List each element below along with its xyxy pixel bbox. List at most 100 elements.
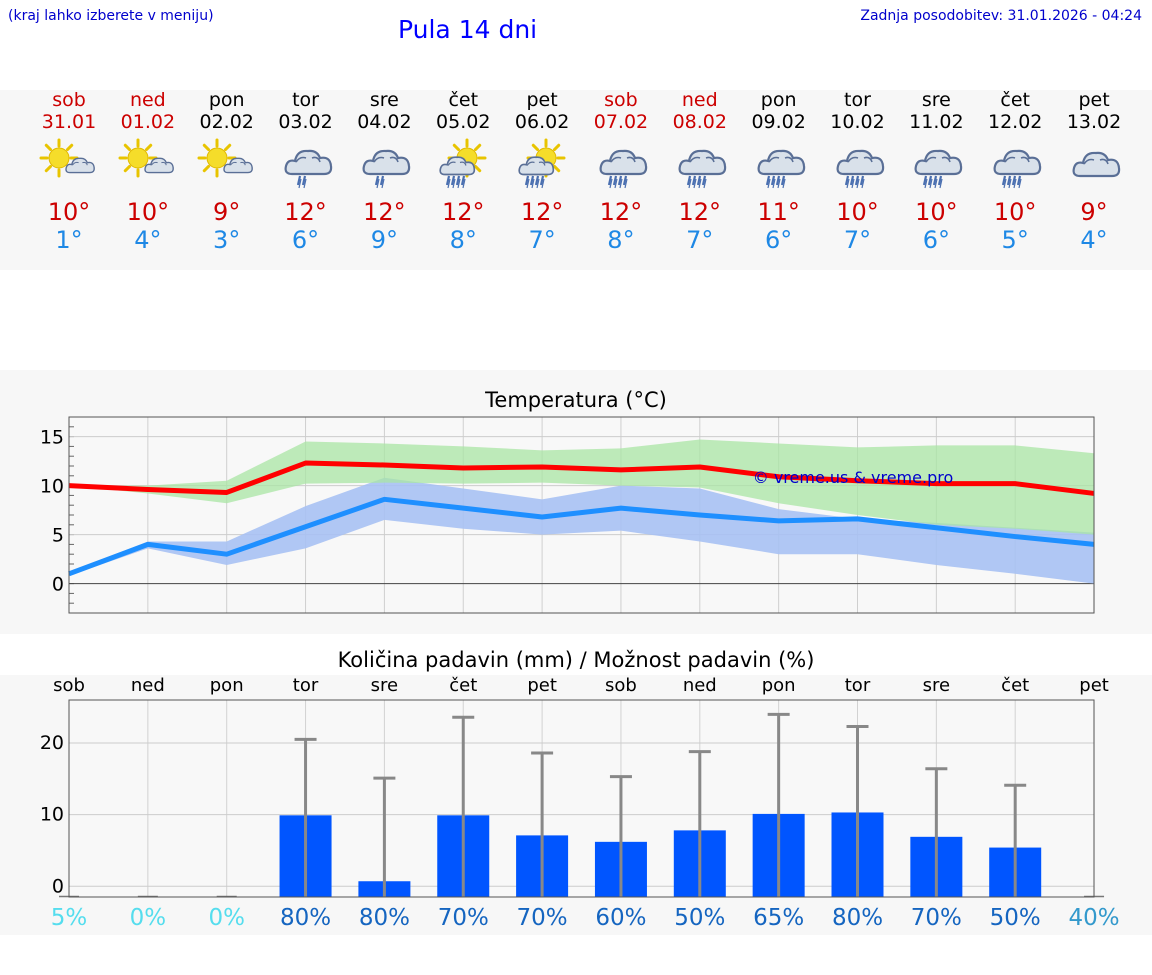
precip-probability: 40% <box>1068 905 1120 931</box>
precip-probability: 70% <box>910 905 962 931</box>
sun-rain-cloud-icon <box>423 138 503 196</box>
rain-cloud-icon <box>975 138 1055 196</box>
forecast-min-temp: 9° <box>370 226 399 254</box>
precip-probability: 80% <box>358 905 410 931</box>
precip-day-label: čet <box>449 675 478 696</box>
forecast-min-temp: 1° <box>55 226 83 254</box>
temp-y-tick-label: 5 <box>52 525 64 547</box>
precip-probability: 50% <box>989 905 1041 931</box>
forecast-day-name: sob <box>52 89 86 111</box>
sun-cloud-icon <box>29 138 109 196</box>
forecast-date: 09.02 <box>751 111 806 133</box>
precip-day-label: sre <box>370 675 399 696</box>
forecast-day-name: pon <box>208 89 245 111</box>
precip-day-label: pon <box>209 675 244 696</box>
precip-day-label: sre <box>922 675 951 696</box>
precip-plot-frame <box>68 699 1095 898</box>
forecast-day-name: čet <box>448 89 479 111</box>
forecast-max-temp: 12° <box>363 198 406 226</box>
forecast-max-temp: 10° <box>47 198 91 226</box>
precip-day-label: pet <box>527 675 557 696</box>
forecast-day-name: ned <box>129 89 166 111</box>
forecast-date: 01.02 <box>120 111 176 133</box>
forecast-date: 05.02 <box>436 111 491 133</box>
precip-y-tick-label: 20 <box>40 732 64 754</box>
rain-cloud-icon <box>739 138 819 196</box>
forecast-max-temp: 10° <box>993 198 1037 226</box>
last-update-timestamp: Zadnja posodobitev: 31.01.2026 - 04:24 <box>860 8 1142 24</box>
forecast-min-temp: 8° <box>607 226 635 254</box>
rain-cloud-icon <box>818 138 898 196</box>
forecast-date: 10.02 <box>830 111 885 133</box>
forecast-date: 08.02 <box>672 111 727 133</box>
forecast-min-temp: 8° <box>449 226 477 254</box>
precip-probability: 5% <box>50 905 88 931</box>
temp-y-tick-label: 10 <box>40 476 64 498</box>
max-temp-line <box>68 460 1095 496</box>
precipitation-chart-title: Količina padavin (mm) / Možnost padavin … <box>337 648 815 672</box>
forecast-min-temp: 5° <box>1001 226 1029 254</box>
precip-day-label: pon <box>761 675 796 696</box>
forecast-max-temp: 10° <box>915 198 958 226</box>
cloud-icon <box>1054 138 1134 196</box>
forecast-day-name: sre <box>921 89 951 111</box>
forecast-panel <box>0 90 1152 270</box>
forecast-day-name: pet <box>1078 89 1110 111</box>
precip-y-tick-label: 10 <box>40 804 64 826</box>
precip-day-label: ned <box>130 675 165 696</box>
forecast-max-temp: 12° <box>441 198 485 226</box>
forecast-min-temp: 3° <box>213 226 241 254</box>
watermark: © vreme.us & vreme.pro <box>753 468 954 487</box>
forecast-date: 02.02 <box>199 111 254 133</box>
min-temp-line <box>68 496 1095 577</box>
forecast-min-temp: 4° <box>134 226 162 254</box>
temp-y-tick-label: 0 <box>52 574 64 596</box>
precip-day-label: sob <box>605 675 637 696</box>
min-temp-range-band <box>69 477 1095 584</box>
rain-cloud-light-icon <box>344 138 424 196</box>
precip-probability: 50% <box>674 905 726 931</box>
precip-probability: 70% <box>516 905 568 931</box>
precipitation-chart: 0 10 20 <box>40 699 1105 898</box>
precip-day-label: tor <box>292 675 319 696</box>
precip-day-label: sob <box>53 675 85 696</box>
forecast-max-temp: 9° <box>213 198 241 226</box>
precip-probability: 80% <box>831 905 884 931</box>
forecast-max-temp: 12° <box>678 198 722 226</box>
forecast-max-temp: 10° <box>836 198 879 226</box>
forecast-min-temp: 6° <box>291 226 320 254</box>
precip-day-label: čet <box>1001 675 1030 696</box>
forecast-max-temp: 12° <box>284 198 327 226</box>
forecast-max-temp: 9° <box>1080 198 1108 226</box>
forecast-day-name: pon <box>760 89 797 111</box>
forecast-max-temp: 12° <box>520 198 564 226</box>
location-menu-hint: (kraj lahko izberete v meniju) <box>8 8 214 24</box>
page-title: Pula 14 dni <box>398 15 538 44</box>
forecast-day-name: ned <box>681 89 718 111</box>
forecast-max-temp: 12° <box>599 198 643 226</box>
forecast-date: 04.02 <box>357 111 412 133</box>
precip-day-label: tor <box>844 675 871 696</box>
forecast-min-temp: 7° <box>843 226 872 254</box>
precip-day-label: pet <box>1079 675 1109 696</box>
forecast-day-name: pet <box>526 89 558 111</box>
temp-y-tick-label: 15 <box>40 427 64 449</box>
forecast-day-name: sob <box>604 89 638 111</box>
temperature-chart-title: Temperatura (°C) <box>485 388 667 412</box>
forecast-max-temp: 11° <box>757 198 800 226</box>
forecast-min-temp: 4° <box>1080 226 1108 254</box>
forecast-min-temp: 6° <box>765 226 793 254</box>
sun-rain-cloud-icon <box>502 138 582 196</box>
forecast-day-name: čet <box>1000 89 1030 111</box>
precip-probability: 0% <box>208 905 245 931</box>
forecast-date: 12.02 <box>987 111 1043 133</box>
rain-cloud-icon <box>660 138 740 196</box>
rain-cloud-icon <box>896 138 976 196</box>
forecast-day-name: sre <box>369 89 399 111</box>
forecast-date: 07.02 <box>593 111 649 133</box>
forecast-day-name: tor <box>844 89 871 111</box>
forecast-day-name: tor <box>292 89 319 111</box>
forecast-date: 03.02 <box>278 111 333 133</box>
precip-probability: 0% <box>129 905 167 931</box>
temperature-chart: 0 5 10 15 © vreme.us & vreme.pro <box>40 416 1095 614</box>
